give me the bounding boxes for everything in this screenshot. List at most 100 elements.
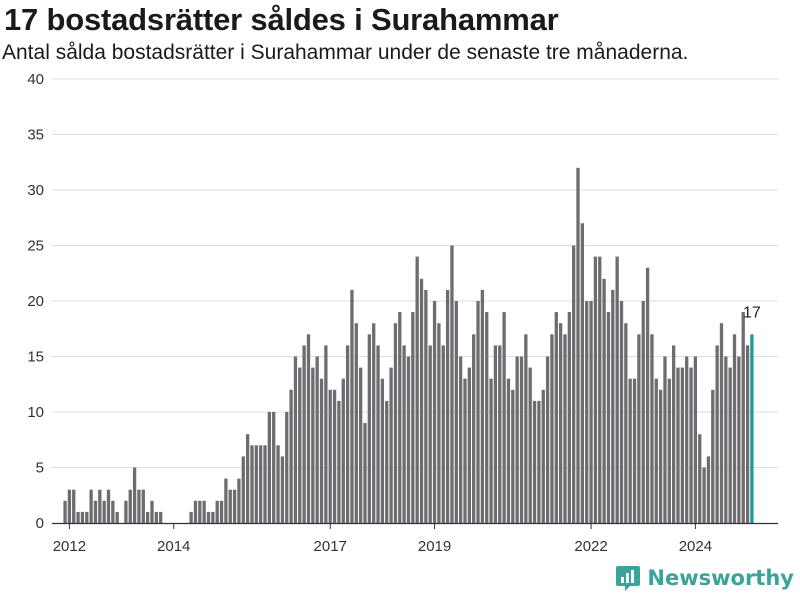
bar: [532, 400, 537, 523]
bar: [719, 323, 724, 523]
y-tick-label: 25: [27, 238, 44, 255]
y-tick-label: 20: [27, 293, 44, 310]
bar: [737, 356, 741, 523]
bar: [667, 378, 671, 523]
bar: [606, 312, 611, 523]
bar: [580, 223, 585, 524]
x-tick-label: 2017: [314, 538, 347, 555]
bar: [480, 289, 485, 523]
bar: [519, 356, 524, 523]
brand-name: Newsworthy: [647, 566, 794, 590]
bar: [67, 489, 72, 523]
bar: [545, 356, 550, 523]
bar: [619, 301, 624, 523]
bar: [72, 489, 76, 523]
bar: [537, 400, 541, 523]
bar: [419, 278, 424, 523]
bar: [711, 389, 715, 523]
bar: [689, 367, 693, 523]
bar: [585, 301, 589, 523]
bar: [550, 334, 554, 523]
bar: [432, 301, 437, 523]
bar: [402, 345, 406, 523]
x-tick-label: 2014: [157, 538, 190, 555]
bar: [611, 289, 615, 523]
bar: [493, 345, 498, 523]
bar: [554, 312, 558, 523]
bar: [298, 367, 302, 523]
bar: [563, 334, 567, 523]
bar: [702, 467, 706, 523]
bar: [415, 256, 419, 523]
bar: [293, 356, 298, 523]
bar: [254, 445, 258, 523]
bar: [76, 511, 80, 523]
bar: [159, 511, 163, 523]
bar: [663, 356, 667, 523]
bar: [337, 400, 341, 523]
label-layer: 17: [743, 304, 761, 321]
bar: [215, 500, 219, 523]
bar: [376, 345, 380, 523]
bar: [354, 323, 358, 523]
bar: [463, 378, 467, 523]
bar: [524, 334, 528, 523]
bar: [641, 301, 645, 523]
bar: [628, 378, 632, 523]
bar: [259, 445, 263, 523]
bar: [693, 356, 698, 523]
bar: [193, 500, 198, 523]
bar: [502, 312, 506, 523]
bar: [645, 267, 650, 523]
bar: [511, 389, 515, 523]
bar: [245, 434, 250, 523]
bar: [558, 323, 563, 523]
bar: [411, 312, 415, 523]
bar: [241, 456, 245, 523]
bar: [359, 367, 363, 523]
bar: [506, 378, 511, 523]
bar: [89, 489, 93, 523]
bar: [211, 511, 215, 523]
bar: [106, 489, 111, 523]
y-tick-label: 10: [27, 404, 44, 421]
bar: [485, 312, 489, 523]
bar-layer: [63, 167, 754, 524]
bar: [363, 423, 367, 523]
x-tick-label: 2024: [679, 538, 712, 555]
bar: [141, 489, 145, 523]
axis-layer: 0 5 10 15 20 25 30 35 40 2012 2014 2017 2019 2022 2024: [27, 71, 778, 555]
bar: [576, 167, 580, 524]
bar: [219, 500, 224, 523]
bar: [393, 323, 398, 523]
bar: [567, 312, 571, 523]
bar: [424, 289, 428, 523]
bar: [593, 256, 598, 523]
bar: [302, 345, 306, 523]
x-tick-label: 2019: [418, 538, 451, 555]
bar: [450, 245, 454, 523]
bar: [267, 412, 272, 523]
bar: [458, 356, 463, 523]
y-tick-label: 40: [27, 71, 44, 88]
bar: [676, 367, 680, 523]
bar: [311, 367, 315, 523]
bar: [63, 500, 67, 523]
bar: [602, 278, 606, 523]
bar: [680, 367, 685, 523]
bar: [541, 389, 545, 523]
bar: [385, 400, 389, 523]
bar: [324, 345, 328, 523]
bar: [124, 500, 128, 523]
bar: [102, 500, 106, 523]
bar: [476, 301, 480, 523]
bar: [306, 334, 311, 523]
bar: [515, 356, 519, 523]
bar: [589, 301, 593, 523]
bar: [280, 456, 285, 523]
bar: [380, 378, 385, 523]
bar: [250, 445, 254, 523]
bar: [332, 389, 337, 523]
bar: [437, 323, 441, 523]
